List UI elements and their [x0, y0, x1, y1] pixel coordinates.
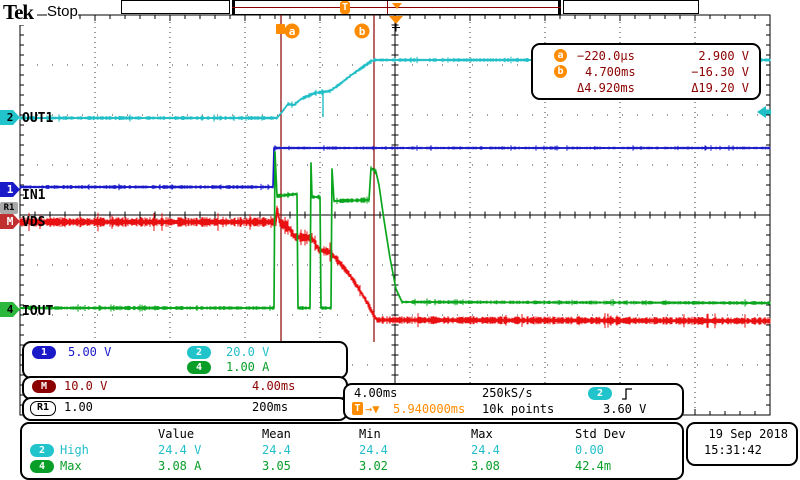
channel-2-badge: 2: [187, 346, 211, 359]
measurement-mean: 24.4: [262, 443, 291, 457]
ref-1-scale: 1.00: [64, 400, 93, 414]
sample-rate: 250kS/s: [482, 386, 533, 400]
acquisition-status: Stop: [47, 3, 78, 20]
col-header-stddev: Std Dev: [575, 427, 626, 441]
topbar-left-box: [121, 0, 230, 14]
trigger-delay: 5.940000ms: [393, 402, 466, 416]
trigger-position-icon: [389, 16, 403, 24]
measurement-name: Max: [60, 459, 82, 473]
channel-1-badge: 1: [32, 346, 56, 359]
math-timebase: 4.00ms: [252, 379, 296, 393]
cursor-readout-box: a −220.0µs 2.900 V b 4.700ms −16.30 V Δ4…: [531, 43, 761, 100]
measurement-mean: 3.05: [262, 459, 291, 473]
trigger-source-badge: 2: [588, 387, 612, 400]
trigger-level: 3.60 V: [603, 402, 647, 416]
time-display: 15:31:42: [704, 443, 762, 457]
ref-1-timebase: 200ms: [252, 400, 289, 414]
cursor-b-marker: [354, 23, 370, 39]
measurements-table: Value Mean Min Max Std Dev 2 High 24.4 V…: [20, 422, 684, 480]
date-display: 19 Sep 2018: [708, 427, 788, 441]
cursor-b-badge: b: [554, 65, 567, 78]
cursor-lines: [280, 15, 375, 342]
math-badge: M: [32, 380, 56, 393]
record-trigger-position-icon: [392, 3, 402, 9]
trigger-level-arrow-icon: [757, 106, 771, 118]
waveform-traces: [19, 56, 771, 329]
col-header-value: Value: [158, 427, 195, 441]
measurement-max: 3.08: [471, 459, 500, 473]
measurement-min: 24.4: [359, 443, 388, 457]
trace-label-out1: OUT1: [22, 111, 54, 126]
ref-1-badge: R1: [30, 401, 56, 416]
record-view-bar: T: [232, 0, 561, 15]
cursor-a-flag-icon: [276, 24, 285, 34]
vertical-scales-box: 1 5.00 V 2 20.0 V 4 1.00 A: [22, 341, 348, 379]
trace-label-in1: IN1: [22, 188, 46, 203]
channel-4-position-marker: 4: [0, 302, 20, 317]
col-header-min: Min: [359, 427, 381, 441]
cursor-b-volt: −16.30 V: [691, 65, 749, 79]
trigger-position-cross-icon: [392, 23, 400, 32]
channel-1-scale: 5.00 V: [68, 345, 112, 359]
topbar-right-box: [563, 0, 699, 14]
measurement-name: High: [60, 443, 89, 457]
col-header-max: Max: [471, 427, 493, 441]
record-cursor-line: [387, 1, 388, 14]
measurement-max: 24.4: [471, 443, 500, 457]
measurement-min: 3.02: [359, 459, 388, 473]
cursor-b-time: 4.700ms: [585, 65, 636, 79]
horizontal-trigger-box: 4.00ms 250kS/s 2 T →▼ 5.940000ms 10k poi…: [343, 383, 684, 420]
rising-edge-icon: [622, 388, 632, 400]
ref-1-position-marker: R1: [0, 202, 18, 214]
svg-text:b: b: [359, 25, 366, 38]
trace-label-iout: IOUT: [22, 304, 54, 319]
channel-2-position-marker: 2: [0, 110, 20, 125]
datetime-box: 19 Sep 2018 15:31:42: [686, 422, 798, 466]
record-trigger-t-icon: T: [340, 1, 350, 14]
math-scale: 10.0 V: [64, 379, 108, 393]
channel-4-badge: 4: [30, 460, 54, 473]
trace-label-vds: VDS: [22, 215, 46, 230]
trace-math-vds: [19, 205, 771, 329]
col-header-mean: Mean: [262, 427, 291, 441]
cursor-a-time: −220.0µs: [577, 49, 635, 63]
horizontal-scale: 4.00ms: [354, 386, 398, 400]
tek-logo: Tek: [3, 0, 38, 25]
math-position-marker: M: [0, 214, 20, 229]
svg-text:a: a: [289, 25, 296, 38]
channel-4-scale: 1.00 A: [226, 360, 270, 374]
trace-ch4-iout: [19, 151, 771, 312]
channel-1-position-marker: 1: [0, 182, 20, 197]
measurement-stddev: 42.4m: [575, 459, 612, 473]
channel-2-badge: 2: [30, 444, 54, 457]
cursor-a-volt: 2.900 V: [698, 49, 749, 63]
trace-ch1-in1: [19, 145, 771, 191]
cursor-a-badge: a: [554, 49, 567, 62]
cursor-delta-time: Δ4.920ms: [577, 81, 635, 95]
channel-4-badge: 4: [187, 361, 211, 374]
cursor-delta-volt: Δ19.20 V: [691, 81, 749, 95]
cursor-a-marker: [284, 23, 300, 39]
measurement-value: 3.08 A: [158, 459, 202, 473]
channel-2-scale: 20.0 V: [226, 345, 270, 359]
measurement-stddev: 0.00: [575, 443, 604, 457]
trigger-delay-marker-icon: →▼: [365, 402, 380, 416]
measurement-value: 24.4 V: [158, 443, 202, 457]
reference-scales-box: R1 1.00 200ms: [22, 397, 348, 421]
record-length: 10k points: [482, 402, 555, 416]
trigger-t-icon: T: [352, 402, 363, 415]
